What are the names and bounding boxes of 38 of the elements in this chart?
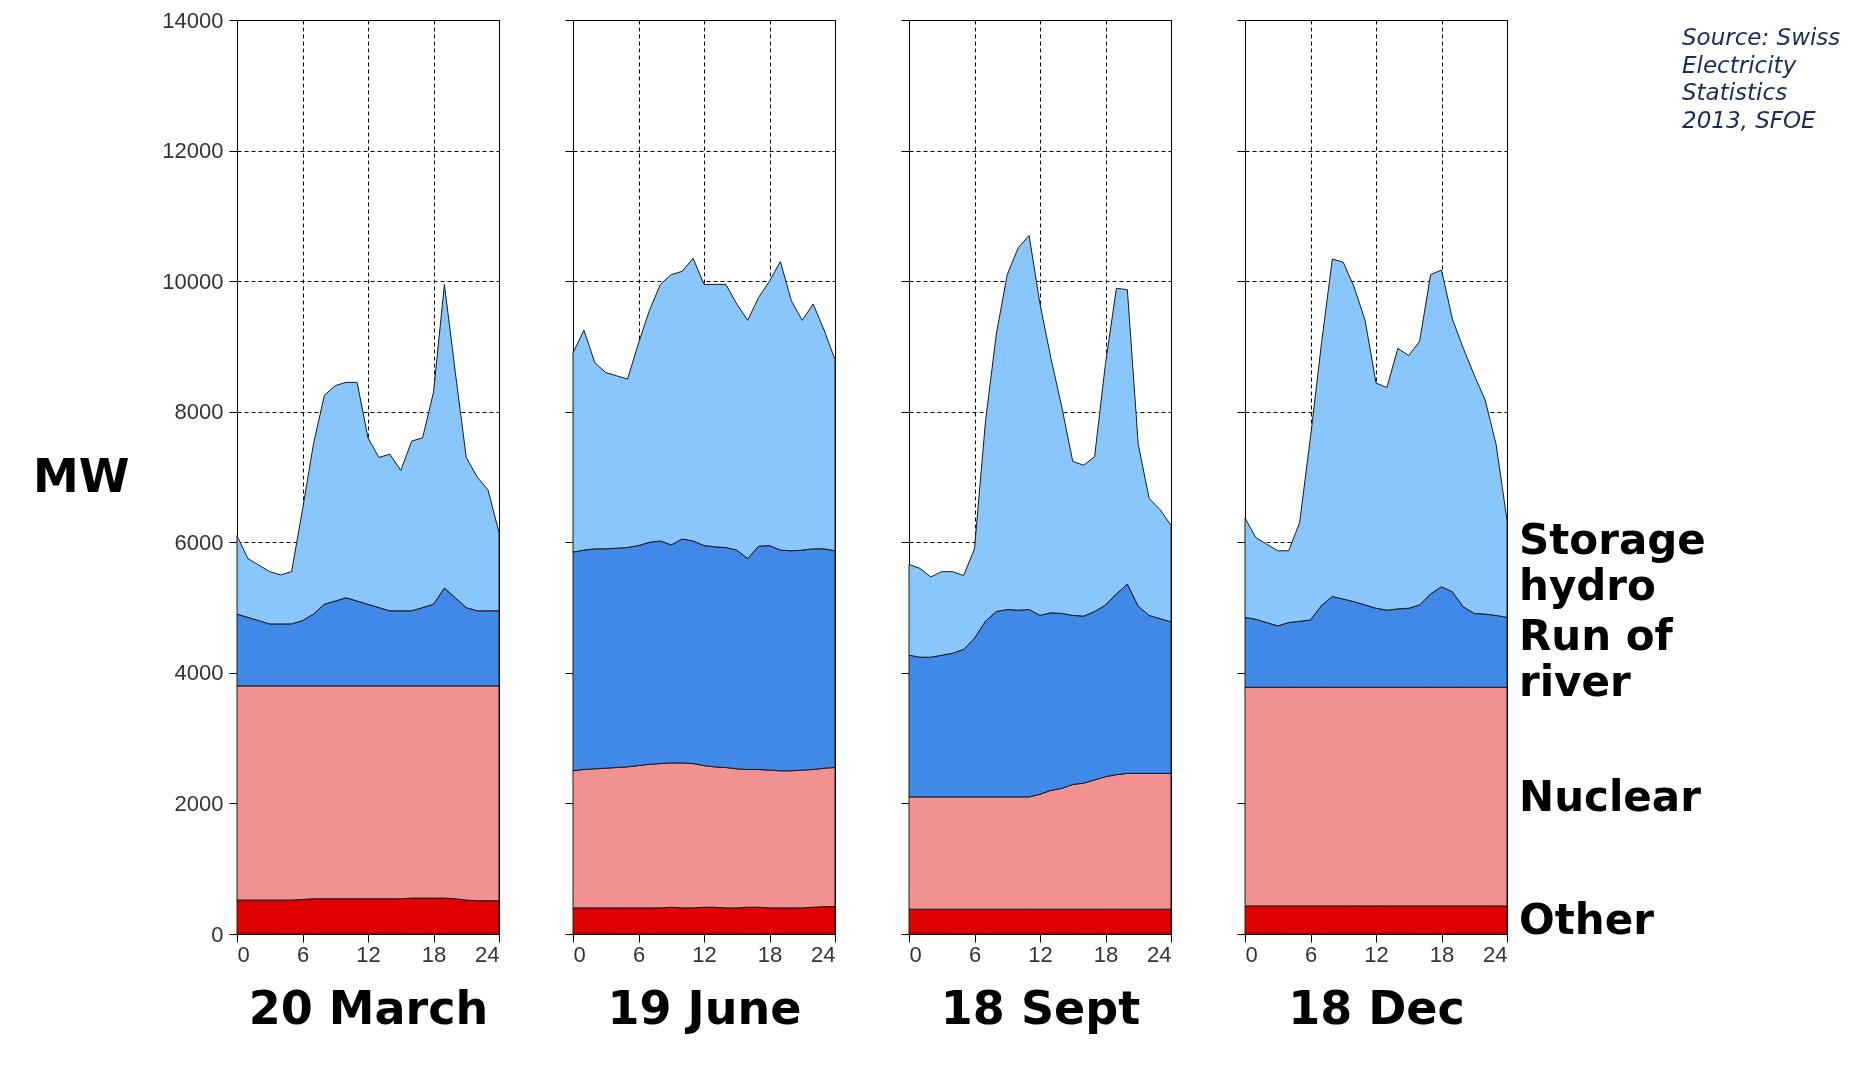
x-tick-label: 12 [1028, 941, 1053, 967]
x-axis-title: 18 Dec [1288, 980, 1465, 1035]
y-tick-label: 4000 [174, 660, 224, 686]
y-tick-label: 12000 [162, 138, 224, 164]
y-axis-title: MW [32, 448, 130, 503]
x-tick-label: 24 [475, 941, 500, 967]
y-tick-label: 2000 [174, 790, 224, 816]
x-tick-label: 0 [909, 941, 922, 967]
y-tick-label: 0 [211, 921, 224, 947]
x-tick-label: 24 [811, 941, 836, 967]
series-label: Nuclear [1519, 771, 1702, 821]
x-tick-label: 24 [1147, 941, 1172, 967]
x-axis-title: 19 June [607, 980, 802, 1035]
x-axis-title: 18 Sept [940, 980, 1141, 1035]
x-tick-label: 18 [421, 941, 447, 967]
x-tick-label: 24 [1483, 941, 1508, 967]
x-tick-label: 0 [237, 941, 250, 967]
x-axis-title: 20 March [248, 980, 489, 1035]
y-tick-label: 10000 [162, 268, 224, 294]
series-label: Other [1519, 894, 1655, 944]
x-tick-label: 18 [1093, 941, 1119, 967]
y-tick-label: 8000 [174, 399, 224, 425]
x-tick-label: 6 [632, 941, 646, 967]
source-note: Source: Swiss Electricity Statistics 2013, SFOE [1682, 24, 1842, 135]
series-label: Run of river [1519, 610, 1674, 706]
x-tick-label: 12 [692, 941, 717, 967]
x-tick-label: 18 [757, 941, 783, 967]
series-label: Storage hydro [1519, 514, 1706, 610]
x-tick-label: 12 [1364, 941, 1389, 967]
x-tick-label: 6 [1304, 941, 1318, 967]
x-tick-label: 0 [573, 941, 586, 967]
x-tick-label: 18 [1429, 941, 1455, 967]
x-tick-label: 12 [356, 941, 381, 967]
x-tick-label: 6 [968, 941, 982, 967]
x-tick-label: 6 [296, 941, 310, 967]
y-tick-label: 14000 [162, 7, 224, 33]
y-tick-label: 6000 [174, 529, 224, 555]
x-tick-label: 0 [1245, 941, 1258, 967]
